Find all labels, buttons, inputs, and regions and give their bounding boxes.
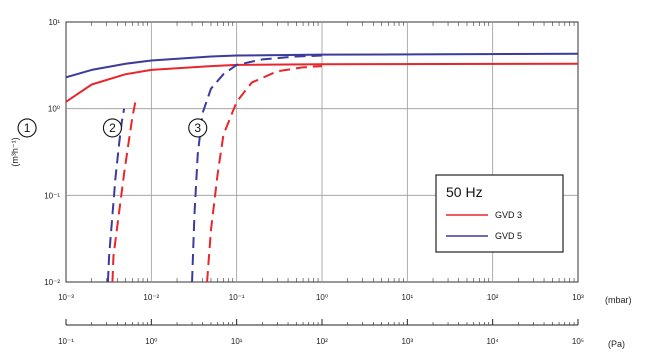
x-pa-tick-label: 10⁴	[486, 337, 499, 346]
legend-box	[435, 174, 564, 253]
series-line-gvd5-curve1	[66, 52, 578, 79]
curve-marker-circle	[17, 118, 37, 138]
series-group	[66, 52, 578, 282]
y-axis-label: (m³h⁻¹)	[10, 137, 20, 166]
y-axis-ticks: 10⁻² 10⁻¹ 10⁰ 10¹	[44, 18, 60, 287]
x-mbar-tick-label: 10⁻³	[58, 293, 74, 302]
series-line-gvd3-curve2-dashed	[111, 98, 137, 282]
x-mbar-tick-label: 10⁻²	[143, 293, 159, 302]
x-pa-tick-label: 10¹	[231, 337, 243, 346]
x-mbar-tick-label: 10³	[572, 293, 584, 302]
x-mbar-tick-label: 10⁻¹	[229, 293, 245, 302]
x-mbar-tick-label: 10⁰	[316, 293, 328, 302]
curve-marker-label: 2	[109, 121, 116, 135]
curve-marker-circle	[188, 118, 208, 138]
y-tick-label: 10⁻²	[44, 278, 60, 287]
x-axis-pa-unit: (Pa)	[608, 339, 625, 349]
curve-markers: 1 2 3	[17, 118, 208, 138]
y-tick-label: 10⁻¹	[44, 191, 60, 200]
y-tick-label: 10¹	[48, 18, 60, 27]
x-pa-tick-label: 10⁰	[145, 337, 157, 346]
x-pa-tick-label: 10⁵	[572, 337, 584, 346]
x-pa-tick-label: 10²	[316, 337, 328, 346]
curve-marker-label: 3	[194, 121, 201, 135]
curve-marker-label: 1	[24, 121, 31, 135]
x-axis-mbar-ticks: 10⁻³ 10⁻² 10⁻¹ 10⁰ 10¹ 10² 10³	[58, 293, 584, 302]
x-pa-tick-label: 10³	[402, 337, 414, 346]
x-mbar-tick-label: 10¹	[402, 293, 414, 302]
series-line-gvd5-curve2-dashed	[106, 108, 126, 282]
legend-label-gvd3: GVD 3	[495, 210, 522, 220]
x-axis-mbar-unit: (mbar)	[605, 295, 632, 305]
x-mbar-tick-label: 10²	[487, 293, 499, 302]
y-tick-label: 10⁰	[48, 105, 60, 114]
legend-label-gvd5: GVD 5	[495, 231, 522, 241]
legend-title: 50 Hz	[446, 184, 483, 200]
x-pa-tick-label: 10⁻¹	[58, 337, 74, 346]
curve-marker-circle	[102, 118, 122, 138]
legend: 50 Hz GVD 3 GVD 5	[435, 174, 564, 253]
series-line-gvd5-curve3-dashed	[191, 54, 323, 282]
series-line-gvd3-curve3-dashed	[206, 65, 323, 282]
series-layer	[66, 52, 578, 282]
x-axis-pa: 10⁻¹ 10⁰ 10¹ 10² 10³ 10⁴ 10⁵	[58, 319, 584, 346]
